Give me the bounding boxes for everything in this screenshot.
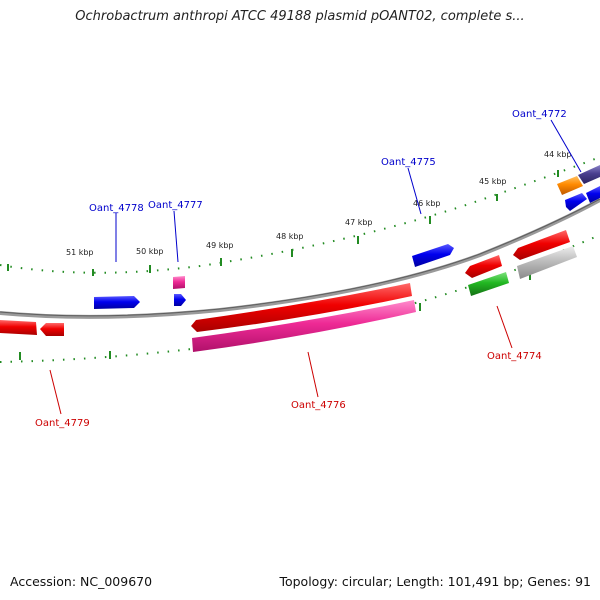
pseudogene-gray[interactable]	[517, 246, 577, 279]
tick-label-48: 48 kbp	[276, 232, 304, 241]
tick-label-45: 45 kbp	[479, 177, 507, 186]
gene-label-oant-4776[interactable]: Oant_4776	[291, 400, 346, 411]
gene-oant-4772-arrow[interactable]	[565, 193, 587, 211]
gene-reverse-right[interactable]	[513, 230, 570, 260]
gene-label-oant-4774[interactable]: Oant_4774	[487, 351, 542, 362]
tick-label-44: 44 kbp	[544, 150, 572, 159]
gene-label-oant-4779[interactable]: Oant_4779	[35, 418, 90, 429]
map-title: Ochrobactrum anthropi ATCC 49188 plasmid…	[75, 9, 525, 24]
outer-tick-ring	[0, 156, 600, 274]
tick-label-50: 50 kbp	[136, 247, 164, 256]
tick-label-47: 47 kbp	[345, 218, 373, 227]
purple-feature[interactable]	[578, 165, 600, 184]
accession-text: Accession: NC_009670	[10, 574, 153, 589]
rrna-feature-long[interactable]	[192, 300, 416, 352]
tick-label-51: 51 kbp	[66, 248, 94, 257]
gene-oant-4777-arrow[interactable]	[174, 294, 186, 306]
label-leader-lines	[49, 119, 582, 415]
backbone-arc	[0, 198, 600, 319]
tick-label-46: 46 kbp	[413, 199, 441, 208]
gene-oant-4774-arrow[interactable]	[465, 255, 502, 278]
rrna-feature-small[interactable]	[173, 276, 185, 289]
gene-label-oant-4772[interactable]: Oant_4772	[512, 109, 567, 120]
gene-label-oant-4778[interactable]: Oant_4778	[89, 203, 144, 214]
gene-oant-4779-arrow[interactable]	[0, 320, 37, 335]
gene-oant-4775-arrow[interactable]	[412, 244, 454, 267]
topology-summary: Topology: circular; Length: 101,491 bp; …	[279, 574, 591, 589]
gene-oant-4776-arrow[interactable]	[191, 283, 412, 332]
misc-feature-green[interactable]	[468, 272, 509, 296]
gene-label-oant-4777[interactable]: Oant_4777	[148, 200, 203, 211]
backbone-arc-highlight	[0, 198, 600, 317]
blue-feature-edge[interactable]	[586, 186, 600, 203]
tick-label-49: 49 kbp	[206, 241, 234, 250]
gene-oant-4778-arrow[interactable]	[94, 296, 140, 309]
gene-reverse-small-left[interactable]	[40, 323, 64, 336]
orange-feature[interactable]	[557, 176, 583, 195]
gene-label-oant-4775[interactable]: Oant_4775	[381, 157, 436, 168]
